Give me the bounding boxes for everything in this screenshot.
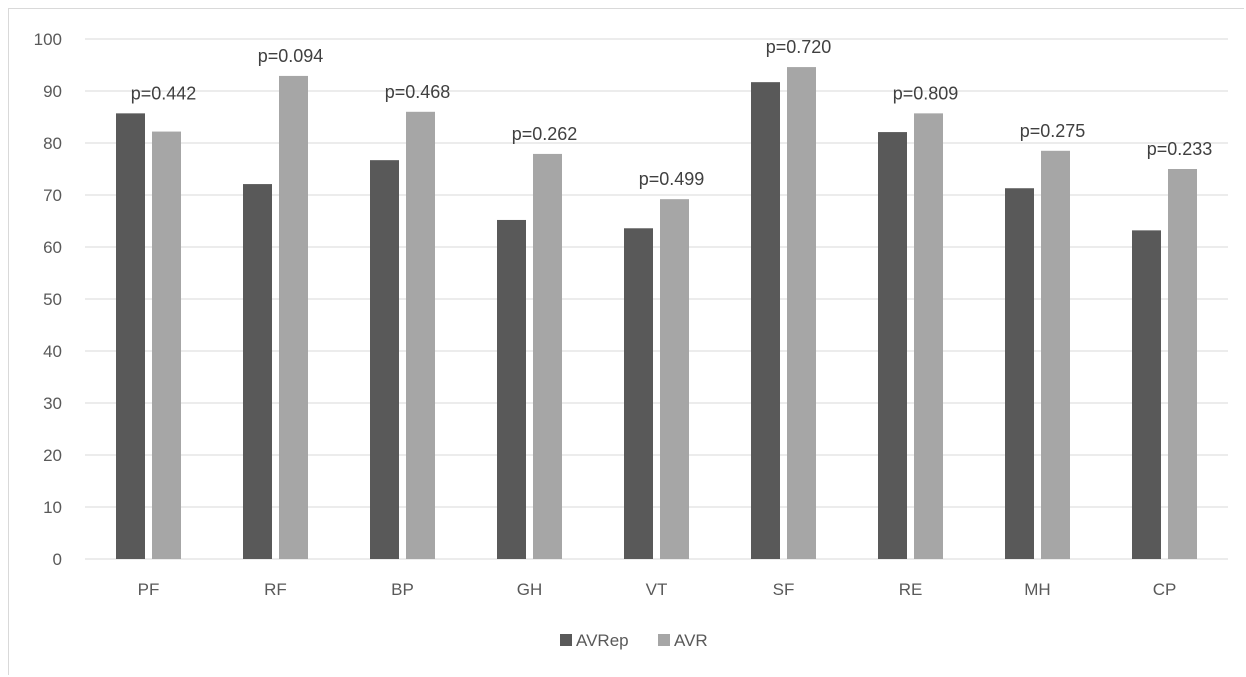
y-tick-label: 0 — [53, 550, 62, 569]
p-value-label: p=0.468 — [385, 82, 451, 102]
x-tick-label: MH — [1024, 580, 1050, 599]
bar-avrep-bp — [370, 160, 399, 559]
p-value-labels: p=0.442 p=0.094 p=0.468 p=0.262 p=0.499 p=0.7… — [131, 37, 1213, 189]
y-tick-label: 90 — [43, 82, 62, 101]
p-value-label: p=0.720 — [766, 37, 832, 57]
x-tick-label: PF — [138, 580, 160, 599]
chart-frame — [8, 8, 1244, 675]
y-tick-label: 70 — [43, 186, 62, 205]
legend-label-avr: AVR — [674, 631, 708, 650]
gridlines — [85, 38, 1228, 560]
bar-avrep-pf — [116, 113, 145, 560]
bar-avrep-vt — [624, 228, 653, 559]
bar-avr-sf — [787, 67, 816, 559]
x-tick-label: CP — [1153, 580, 1177, 599]
y-tick-label: 100 — [34, 30, 62, 49]
p-value-label: p=0.233 — [1147, 139, 1213, 159]
bars — [116, 67, 1197, 560]
legend: AVRep AVR — [560, 631, 708, 650]
y-tick-label: 20 — [43, 446, 62, 465]
y-tick-label: 60 — [43, 238, 62, 257]
legend-swatch-avrep — [560, 634, 572, 646]
x-tick-label: GH — [517, 580, 543, 599]
p-value-label: p=0.275 — [1020, 121, 1086, 141]
bar-avr-rf — [279, 75, 308, 560]
p-value-label: p=0.094 — [258, 46, 324, 66]
p-value-label: p=0.809 — [893, 83, 959, 103]
y-tick-label: 50 — [43, 290, 62, 309]
bar-avrep-gh — [497, 219, 526, 559]
bar-avr-bp — [406, 111, 435, 560]
x-axis-ticks: PF RF BP GH VT SF RE MH CP — [138, 580, 1177, 599]
x-tick-label: RE — [899, 580, 923, 599]
x-tick-label: BP — [391, 580, 414, 599]
bar-avr-pf — [152, 131, 181, 559]
x-tick-label: SF — [773, 580, 795, 599]
legend-label-avrep: AVRep — [576, 631, 629, 650]
p-value-label: p=0.442 — [131, 83, 197, 103]
bar-avr-gh — [533, 153, 562, 560]
bar-avr-cp — [1168, 169, 1197, 559]
legend-swatch-avr — [658, 634, 670, 646]
y-tick-label: 40 — [43, 342, 62, 361]
y-axis-ticks: 0 10 20 30 40 50 60 70 80 90 100 — [34, 30, 62, 569]
y-tick-label: 30 — [43, 394, 62, 413]
x-tick-label: RF — [264, 580, 287, 599]
y-tick-label: 10 — [43, 498, 62, 517]
bar-avr-re — [914, 113, 943, 560]
bar-avrep-cp — [1132, 230, 1161, 560]
bar-avr-vt — [660, 199, 689, 559]
bar-avrep-sf — [751, 82, 780, 559]
bar-avr-mh — [1041, 150, 1070, 560]
bar-avrep-mh — [1005, 188, 1034, 560]
bar-avrep-re — [878, 132, 907, 559]
x-tick-label: VT — [646, 580, 668, 599]
bar-avrep-rf — [243, 184, 272, 559]
p-value-label: p=0.499 — [639, 169, 705, 189]
p-value-label: p=0.262 — [512, 124, 578, 144]
y-tick-label: 80 — [43, 134, 62, 153]
